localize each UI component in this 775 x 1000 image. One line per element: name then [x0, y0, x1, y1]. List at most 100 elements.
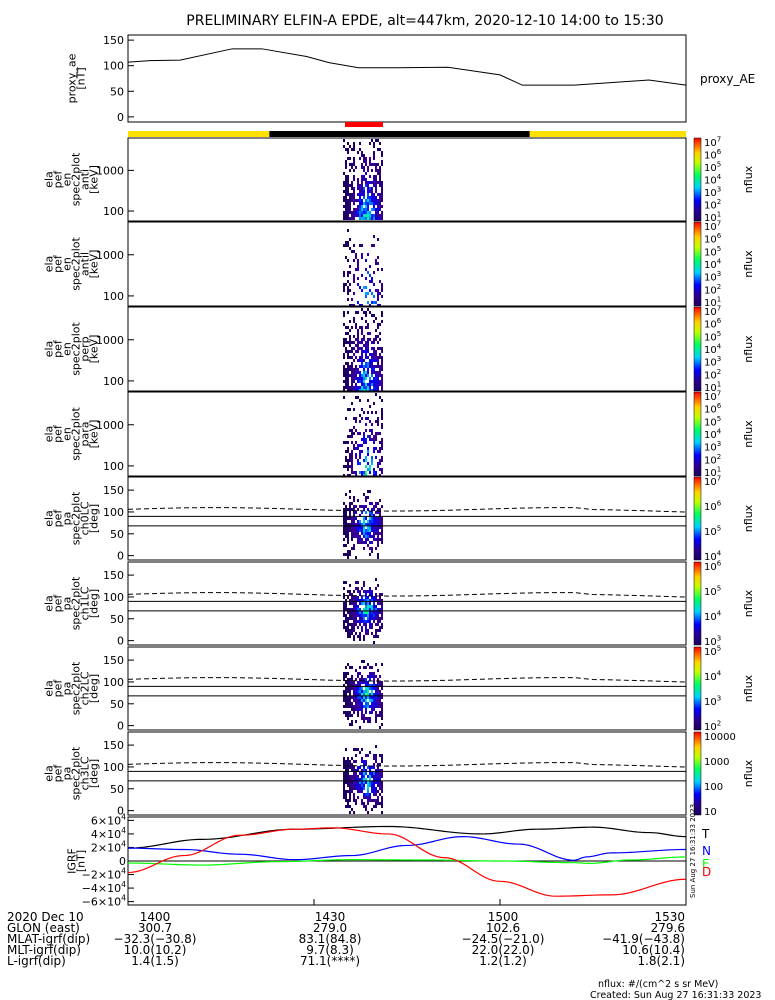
time-tick-label: 1400	[140, 910, 171, 924]
ref-line-alc	[127, 677, 687, 683]
ylabel-line: ela	[43, 680, 56, 697]
colorbar-tick: 1000	[704, 757, 729, 768]
colorbar-tick: 106	[704, 402, 722, 416]
colorbar-tick: 104	[704, 173, 722, 187]
y-tick-label: 0	[117, 635, 124, 648]
row-value: 279.6	[651, 921, 685, 935]
series-line-T	[127, 825, 687, 849]
ylabel-line: antil	[79, 252, 92, 276]
ylabel-line: ela	[43, 171, 56, 188]
colorbar-tick: 101	[704, 296, 721, 310]
panel-spec2plot-perp: elapefenspec2plotperp[keV]10001001011021…	[43, 305, 756, 395]
colorbar-tick: 105	[704, 585, 721, 599]
colorbar-tick: 106	[704, 560, 722, 574]
colorbar-tick: 103	[704, 695, 721, 709]
orbit-night-segment	[269, 131, 530, 137]
colorbar-tick: 10	[704, 807, 717, 818]
colorbar-label: nflux	[742, 335, 755, 363]
ylabel-line: pef	[52, 170, 65, 189]
ylabel-line: [keV]	[88, 165, 101, 194]
y-tick-label: 50	[110, 528, 124, 541]
ylabel-line: pa	[61, 512, 74, 526]
y-tick-label: 50	[110, 85, 124, 98]
ylabel-line: ch3LC	[79, 756, 92, 790]
row-label: GLON (east)	[7, 921, 80, 935]
colorbar-tick: 104	[704, 610, 722, 624]
row-value: 300.7	[138, 921, 172, 935]
ylabel-line: ch0LC	[79, 501, 92, 535]
ylabel-line: spec2plot	[70, 322, 83, 376]
row-value: 22.0(22.0)	[472, 943, 535, 957]
ylabel-line: [nT]	[75, 67, 88, 89]
colorbar-label: nflux	[742, 504, 755, 532]
y-tick-label: 150	[103, 739, 124, 752]
ylabel-line: anti	[79, 169, 92, 190]
y-tick-label: 150	[103, 569, 124, 582]
ylabel-line: ela	[43, 595, 56, 612]
figure-title: PRELIMINARY ELFIN-A EPDE, alt=447km, 202…	[186, 13, 663, 29]
ylabel-line: [keV]	[88, 420, 101, 449]
series-line-D	[127, 827, 687, 897]
row-value: 1.8(2.1)	[637, 954, 685, 968]
y-tick-label: 0	[117, 720, 124, 733]
colorbar-tick: 107	[704, 136, 721, 150]
ylabel-line: ch2LC	[79, 671, 92, 705]
colorbar: 103 104 105 106 nflux	[693, 560, 755, 648]
panel-frame	[127, 391, 687, 477]
y-tick-label: 6×104	[91, 812, 126, 827]
colorbar-tick: 105	[704, 245, 721, 258]
y-tick-label: 1000	[96, 164, 124, 177]
colorbar-tick: 107	[704, 390, 721, 404]
ylabel-line: IGRF	[66, 848, 79, 874]
colorbar-tick: 101	[704, 466, 721, 480]
ylabel-line: [deg]	[88, 759, 101, 788]
colorbar-label: nflux	[742, 165, 755, 193]
panel-frame	[127, 561, 687, 646]
ylabel-line: [keV]	[88, 250, 101, 279]
footer-created: Created: Sun Aug 27 16:31:33 2023	[590, 990, 761, 1000]
heatmap-cells	[343, 578, 383, 644]
ylabel-line: pef	[52, 594, 65, 613]
row-label: MLAT-igrf(dip)	[7, 932, 90, 946]
y-tick-label: 100	[103, 375, 124, 388]
ylabel-line: ela	[43, 426, 56, 443]
colorbar-tick: 101	[704, 381, 721, 395]
colorbar-tick: 104	[704, 258, 722, 272]
colorbar-tick: 102	[704, 283, 721, 297]
row-value: 10.6(10.4)	[622, 943, 685, 957]
colorbar-tick: 104	[704, 428, 722, 442]
colorbar-tick: 105	[704, 161, 721, 175]
y-tick-label: 1000	[96, 249, 124, 262]
ylabel-line: [deg]	[88, 504, 101, 533]
colorbar-tick: 102	[704, 720, 721, 734]
ylabel-line: spec2plot	[70, 152, 83, 206]
ylabel-line: [keV]	[88, 335, 101, 364]
colorbar-tick: 101	[704, 211, 721, 225]
row-value: −32.3(−30.8)	[114, 932, 197, 946]
y-tick-label: 150	[103, 484, 124, 497]
colorbar-label: nflux	[742, 674, 755, 702]
heatmap-cells	[343, 308, 383, 392]
panel-spec2plot-anti: elapefenspec2plotanti[keV]10001001011021…	[43, 136, 756, 225]
y-tick-label: −2×104	[82, 867, 126, 882]
colorbar-tick: 107	[704, 220, 721, 234]
orbit-day-segment	[529, 131, 686, 137]
series-line-N	[127, 836, 687, 861]
colorbar-tick: 106	[704, 317, 722, 331]
row-value: 102.6	[486, 921, 520, 935]
ylabel-line: pef	[52, 509, 65, 528]
colorbar-tick: 104	[704, 343, 722, 357]
row-value: 71.1(****)	[300, 954, 360, 968]
colorbar: 10 100 1000 10000 nflux	[693, 731, 755, 818]
colorbar-tick: 103	[704, 270, 721, 284]
colorbar-tick: 100	[704, 782, 723, 793]
ylabel-line: [deg]	[88, 674, 101, 703]
colorbar-tick: 102	[704, 368, 721, 382]
y-tick-label: −6×104	[82, 894, 126, 909]
heatmap-cells	[343, 229, 383, 307]
y-tick-label: 0	[119, 855, 126, 868]
